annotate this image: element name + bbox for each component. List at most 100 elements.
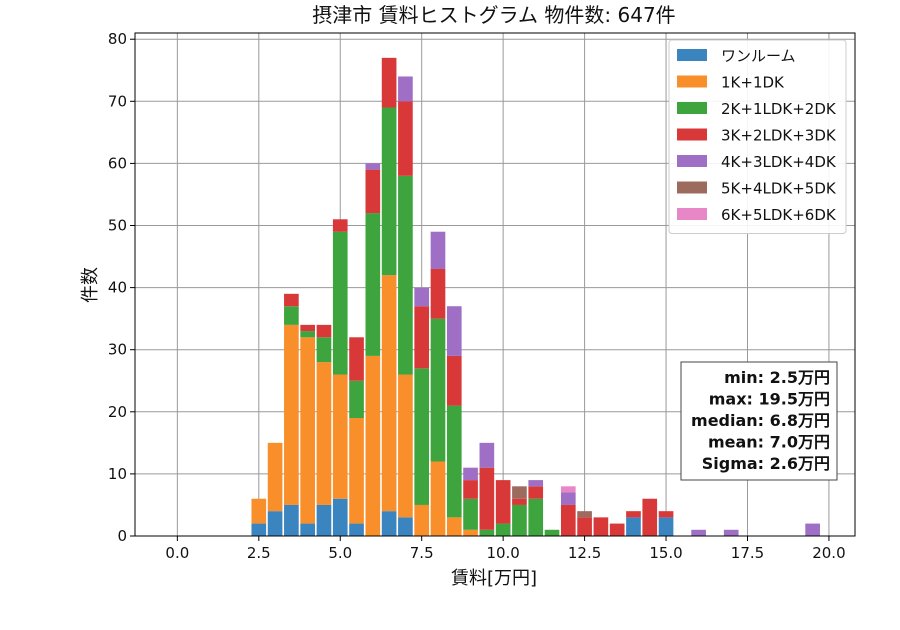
plot-frame [134, 32, 856, 537]
legend-swatch [677, 155, 707, 167]
y-tick-label: 40 [108, 279, 127, 297]
bar-segment [284, 504, 299, 536]
bar-segment [300, 331, 315, 338]
legend-label: 6K+5LDK+6DK [721, 206, 837, 224]
grid-lines [135, 33, 855, 537]
y-tick-label: 60 [108, 154, 127, 172]
bar-segment [300, 337, 315, 524]
x-tick-label: 7.5 [410, 544, 434, 562]
legend-label: 5K+4LDK+5DK [721, 180, 837, 198]
bar-segment [332, 219, 348, 232]
y-tick-label: 80 [108, 30, 127, 48]
bar-segment [284, 293, 299, 307]
legend-swatch [677, 208, 707, 220]
bar-segment [414, 287, 430, 307]
bar-segment [479, 442, 495, 468]
bar-segment [658, 517, 674, 536]
y-tick-label: 20 [108, 403, 127, 421]
legend-label: ワンルーム [721, 47, 796, 65]
x-tick-label: 20.0 [812, 544, 845, 562]
bar-segment [398, 76, 413, 102]
stats-line: mean: 7.0万円 [708, 433, 830, 452]
bar-segment [495, 523, 511, 536]
bars [251, 57, 820, 536]
bar-segment [398, 101, 413, 176]
bar-segment [430, 461, 446, 536]
bar-segment [300, 523, 315, 536]
bar-segment [626, 511, 641, 518]
bar-segment [560, 486, 576, 493]
bar-segment [544, 529, 560, 536]
bar-segment [446, 517, 462, 536]
bar-segment [609, 523, 625, 536]
chart-title: 摂津市 賃料ヒストグラム 物件数: 647件 [312, 3, 675, 27]
legend: ワンルーム 1K+1DK 2K+1LDK+2DK 3K+2LDK+3DK 4K+3LDK… [668, 39, 847, 234]
x-tick-label: 2.5 [247, 544, 271, 562]
bar-segment [446, 405, 462, 518]
bar-segment [528, 486, 544, 499]
bar-segment [560, 492, 576, 505]
bar-segment [251, 498, 267, 524]
bar-segment [349, 418, 364, 524]
bar-segment [316, 504, 332, 536]
bar-segment [479, 529, 495, 536]
bar-segment [593, 517, 609, 536]
bar-segment [479, 467, 495, 530]
bar-segment [463, 529, 478, 536]
bar-segment [430, 268, 446, 319]
bar-segment [430, 318, 446, 462]
bar-segment [381, 275, 397, 512]
bar-segment [805, 523, 820, 536]
bar-segment [414, 368, 430, 505]
y-tick-label: 30 [108, 341, 127, 359]
bar-segment [512, 498, 527, 505]
bar-segment [495, 480, 511, 524]
bar-segment [577, 511, 592, 518]
bar-segment [316, 337, 332, 363]
bar-segment [626, 517, 641, 536]
bar-segment [512, 486, 527, 499]
stats-box: min: 2.5万円 max: 19.5万円 median: 6.8万円 mean: … [680, 361, 838, 481]
legend-label: 3K+2LDK+3DK [721, 127, 837, 145]
bar-segment [267, 511, 283, 536]
bar-segment [463, 498, 478, 530]
legend-swatch [677, 102, 707, 114]
y-axis-ticks: 0 10 20 30 40 50 60 70 80 [108, 30, 135, 545]
bar-segment [332, 498, 348, 536]
bar-segment [528, 480, 544, 487]
bar-segment [691, 529, 706, 536]
bar-segment [577, 517, 592, 536]
bar-segment [723, 529, 739, 536]
bar-segment [463, 480, 478, 499]
bar-segment [381, 107, 397, 276]
legend-swatch [677, 75, 707, 88]
bar-segment [316, 324, 332, 338]
stats-frame [680, 361, 838, 481]
stats-line: Sigma: 2.6万円 [702, 454, 830, 473]
x-tick-label: 12.5 [568, 544, 601, 562]
y-tick-label: 50 [108, 217, 127, 235]
bar-segment [284, 324, 299, 505]
x-tick-label: 15.0 [649, 544, 682, 562]
x-tick-label: 0.0 [165, 544, 189, 562]
bar-segment [512, 504, 527, 536]
x-tick-label: 5.0 [328, 544, 352, 562]
bar-segment [300, 324, 315, 332]
bar-segment [365, 169, 381, 214]
bar-segment [365, 213, 381, 356]
x-axis-ticks: 0.0 2.5 5.0 7.5 10.0 12.5 15.0 17.5 20.0 [165, 536, 846, 562]
x-tick-label: 10.0 [486, 544, 519, 562]
stats-line: median: 6.8万円 [691, 411, 830, 430]
legend-label: 4K+3LDK+4DK [721, 153, 837, 171]
legend-box [668, 39, 847, 234]
y-tick-label: 10 [108, 465, 127, 483]
x-tick-label: 17.5 [731, 544, 764, 562]
bar-segment [414, 504, 430, 536]
bar-segment [251, 523, 267, 536]
stats-line: max: 19.5万円 [709, 390, 830, 409]
y-axis-title: 件数 [80, 267, 101, 303]
bar-segment [365, 355, 381, 536]
bar-segment [381, 57, 397, 108]
bar-segment [349, 523, 364, 536]
